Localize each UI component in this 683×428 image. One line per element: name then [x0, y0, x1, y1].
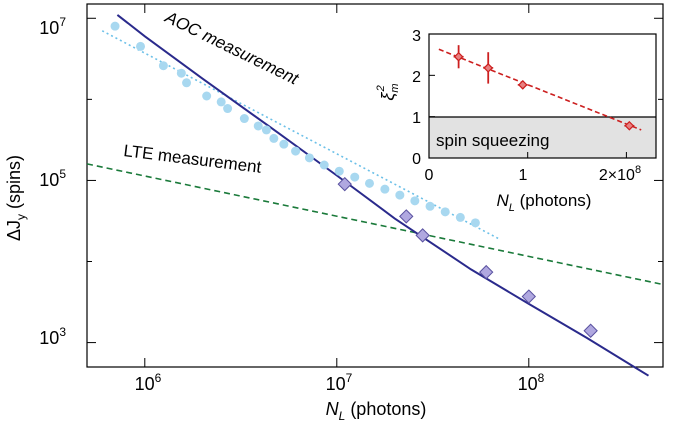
data-point: [216, 97, 226, 107]
inset-data-point: [483, 63, 494, 73]
diamond-point: [337, 176, 352, 192]
inset-data-point: [453, 51, 464, 62]
data-point: [440, 207, 450, 217]
data-point: [158, 61, 168, 71]
data-point: [176, 68, 186, 78]
inset-fit-line: [438, 48, 642, 131]
data-point: [279, 139, 289, 149]
diamond-point: [583, 323, 598, 338]
inset-plot-frame: [428, 33, 657, 159]
main-dots-series: [110, 21, 480, 228]
data-point: [350, 172, 360, 182]
data-point: [202, 91, 212, 101]
inset-x-tick-label: 2×108: [599, 164, 641, 184]
x-tick-label: 108: [518, 371, 545, 394]
data-point: [269, 133, 279, 143]
data-point: [380, 184, 390, 194]
x-tick-label: 107: [326, 371, 353, 394]
data-point: [223, 104, 233, 114]
lte-annotation: LTE measurement: [123, 141, 263, 177]
main-axis-ticks: [87, 4, 663, 367]
data-point: [291, 146, 301, 156]
data-point: [334, 166, 344, 176]
inset-data-point: [517, 79, 528, 90]
inset-x-tick-label: 0: [425, 167, 434, 184]
aoc-measurement-line: [116, 14, 650, 377]
main-y-axis-label: ΔJy (spins): [4, 155, 28, 241]
lte-measurement-line: [86, 163, 664, 286]
main-diamonds-series: [337, 176, 598, 338]
x-tick-label: 106: [135, 371, 162, 394]
inset-fit-line: [438, 48, 642, 131]
inset-data-point: [624, 120, 635, 131]
data-point: [364, 178, 374, 188]
data-point: [110, 21, 120, 31]
data-point: [470, 218, 480, 228]
diamond-point: [478, 264, 494, 280]
main-x-axis-label: NL (photons): [326, 399, 427, 423]
data-point: [410, 196, 420, 206]
diamond-point: [399, 209, 414, 224]
data-point: [304, 153, 314, 163]
data-point: [395, 190, 405, 200]
inset-y-axis-label: ξm2: [375, 83, 401, 100]
inset-x-axis-label: NL (photons): [497, 191, 592, 214]
data-point: [425, 201, 435, 211]
inset-data-points: [453, 45, 635, 131]
inset-y-tick-label: 0: [412, 151, 421, 168]
inset-y-tick-label: 3: [412, 28, 421, 45]
data-point: [455, 212, 465, 222]
y-tick-label: 107: [39, 15, 66, 38]
spin-squeezing-region: [429, 117, 656, 158]
data-point: [239, 114, 249, 124]
data-point: [319, 160, 329, 170]
main-plot-frame: [86, 3, 664, 368]
y-tick-label: 103: [39, 325, 66, 348]
data-point: [261, 125, 271, 135]
inset-y-tick-label: 2: [412, 69, 421, 86]
data-point: [253, 121, 263, 131]
spin-squeezing-label: spin squeezing: [436, 131, 549, 150]
diamond-point: [521, 289, 537, 304]
data-point: [182, 78, 192, 88]
y-tick-label: 105: [39, 167, 66, 190]
inset-axis-ticks: [428, 33, 627, 159]
data-point: [136, 41, 146, 51]
diamond-point: [415, 228, 430, 243]
inset-y-tick-label: 1: [412, 110, 421, 127]
inset-x-tick-label: 1: [519, 167, 528, 184]
main-series-lines: [86, 14, 664, 377]
